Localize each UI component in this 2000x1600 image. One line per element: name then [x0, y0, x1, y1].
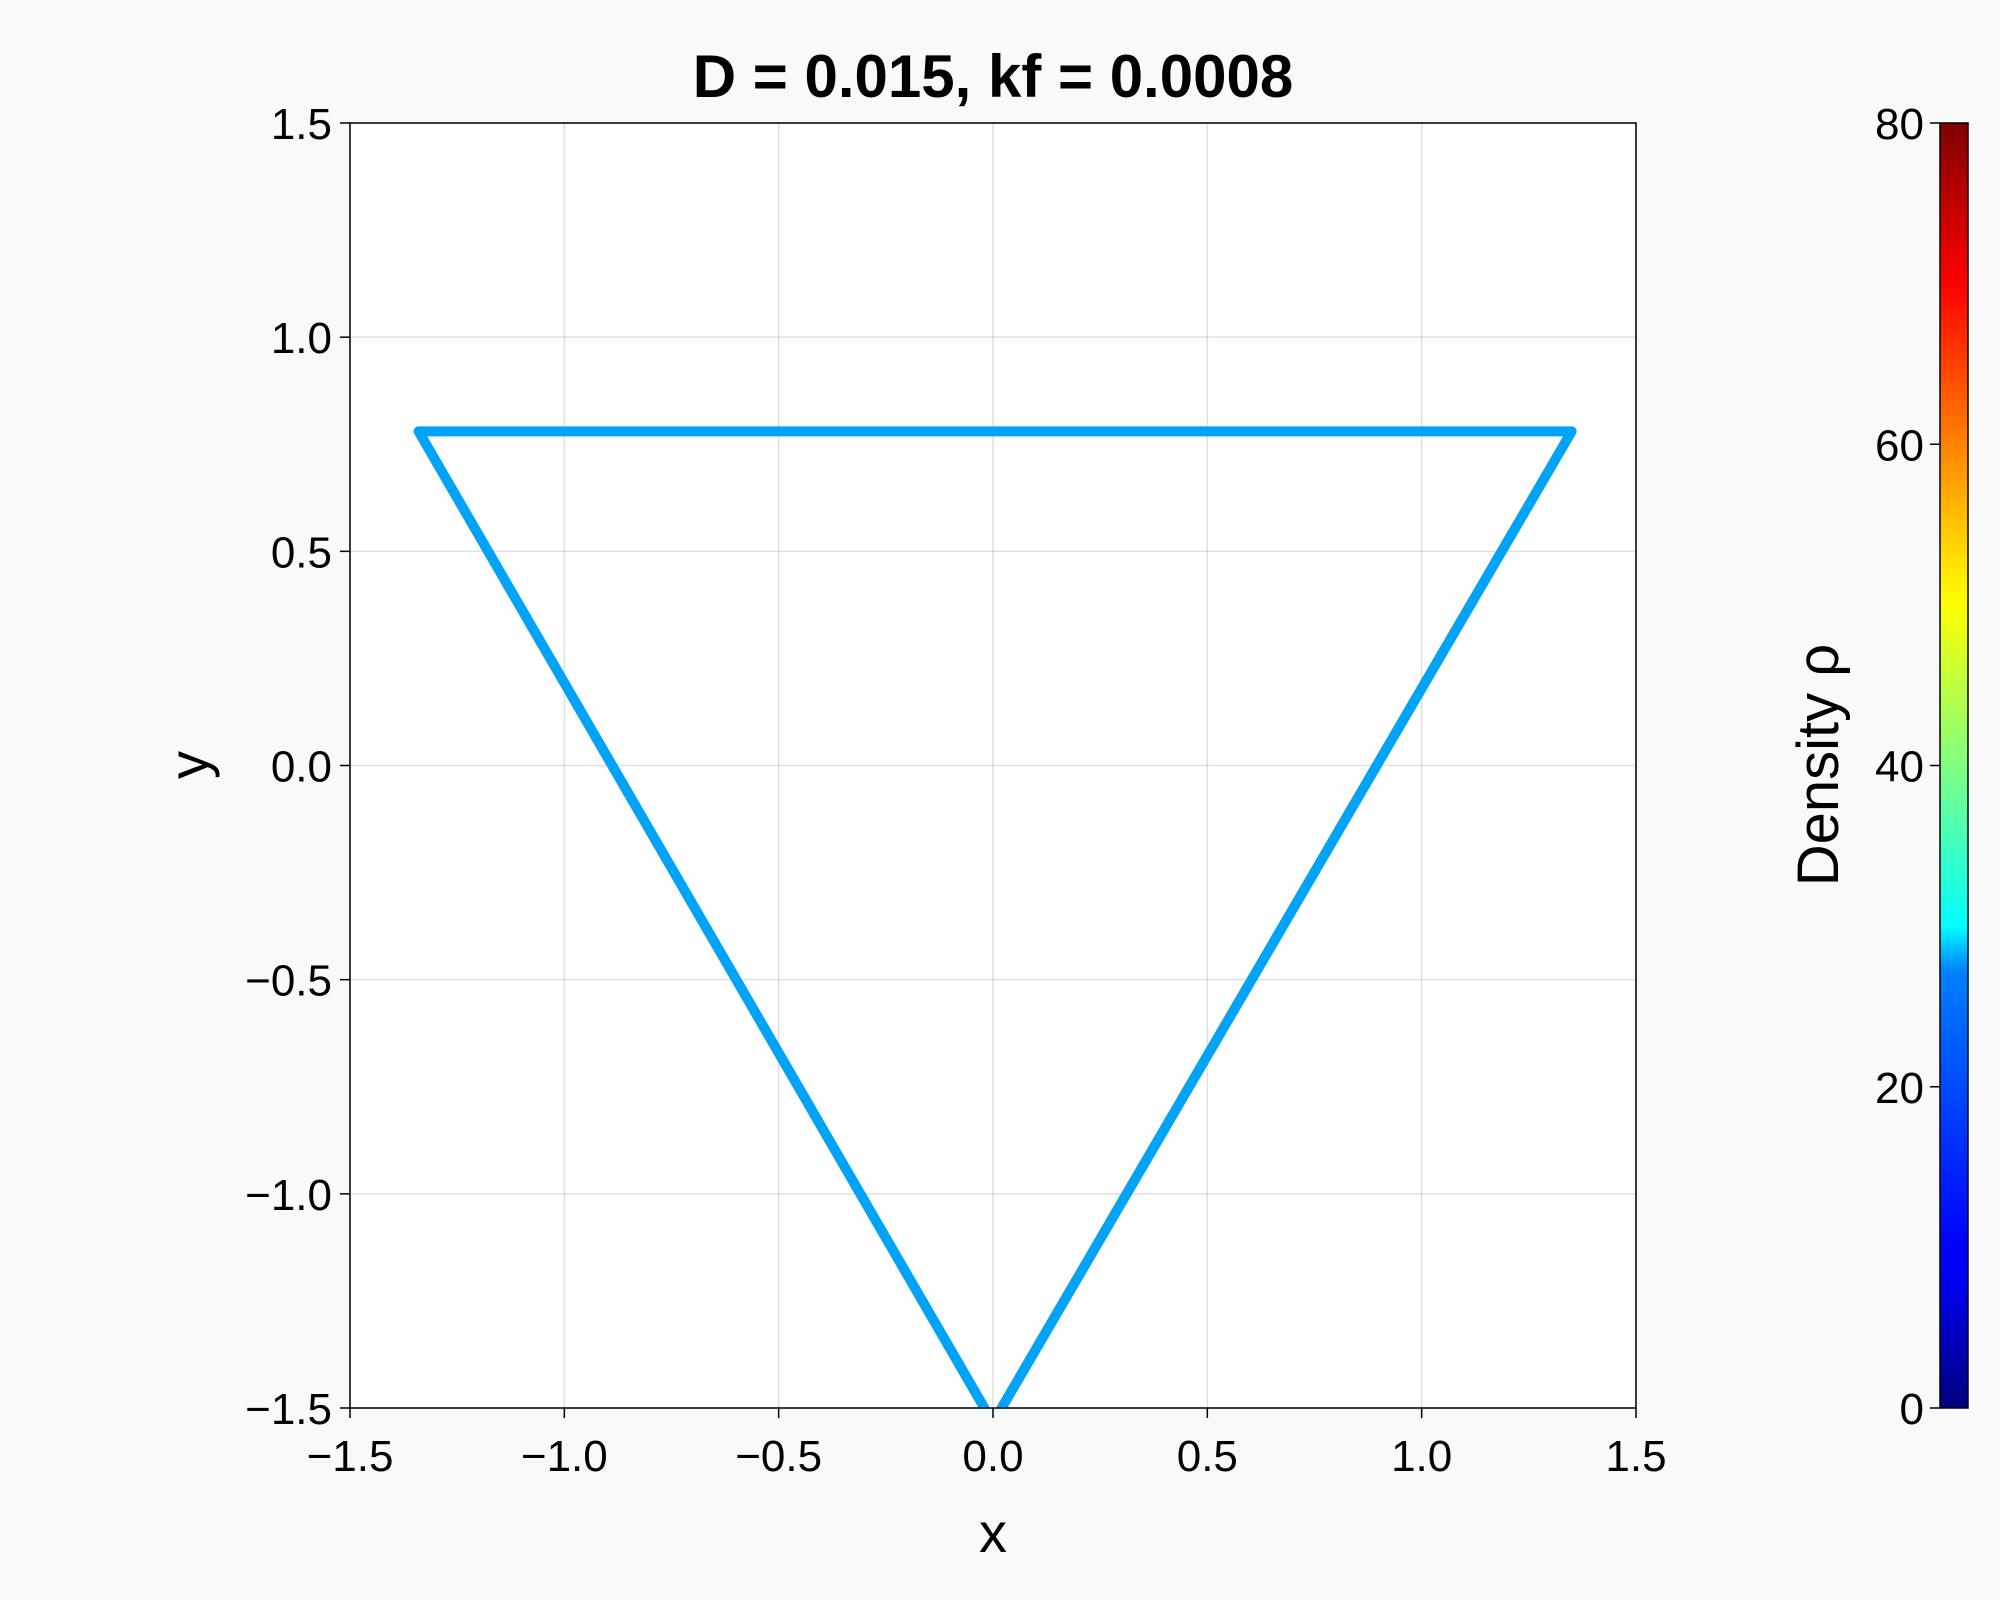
x-tick-label: 1.5	[1605, 1432, 1666, 1481]
x-tick-label: 0.5	[1177, 1432, 1238, 1481]
colorbar-tick-label: 80	[1875, 100, 1924, 149]
y-tick-label: −1.0	[245, 1171, 332, 1220]
y-tick-label: −0.5	[245, 957, 332, 1006]
x-tick-label: −0.5	[735, 1432, 822, 1481]
colorbar-tick-label: 60	[1875, 421, 1924, 470]
x-axis-ticks: −1.5 −1.0 −0.5 0.0 0.5 1.0 1.5	[307, 1408, 1667, 1481]
x-tick-label: 0.0	[962, 1432, 1023, 1481]
colorbar-tick-label: 40	[1875, 743, 1924, 792]
y-axis-ticks: −1.5 −1.0 −0.5 0.0 0.5 1.0 1.5	[245, 100, 350, 1434]
x-tick-label: −1.0	[521, 1432, 608, 1481]
plot-background	[350, 123, 1636, 1408]
y-tick-label: 1.0	[271, 314, 332, 363]
y-axis-label: y	[157, 751, 220, 779]
colorbar-tick-label: 20	[1875, 1064, 1924, 1113]
colorbar-tick-label: 0	[1900, 1385, 1924, 1434]
chart-title: D = 0.015, kf = 0.0008	[693, 43, 1293, 110]
x-tick-label: −1.5	[307, 1432, 394, 1481]
colorbar-label: Density ρ	[1786, 644, 1851, 887]
x-tick-label: 1.0	[1391, 1432, 1452, 1481]
y-tick-label: −1.5	[245, 1385, 332, 1434]
colorbar	[1939, 122, 1969, 1409]
series	[413, 426, 1577, 1408]
y-tick-label: 0.5	[271, 528, 332, 577]
y-tick-label: 0.0	[271, 743, 332, 792]
colorbar-ticks: 0 20 40 60 80	[1875, 100, 1940, 1434]
y-tick-label: 1.5	[271, 100, 332, 149]
series-line	[413, 426, 1577, 1408]
x-axis-label: x	[979, 1501, 1007, 1564]
